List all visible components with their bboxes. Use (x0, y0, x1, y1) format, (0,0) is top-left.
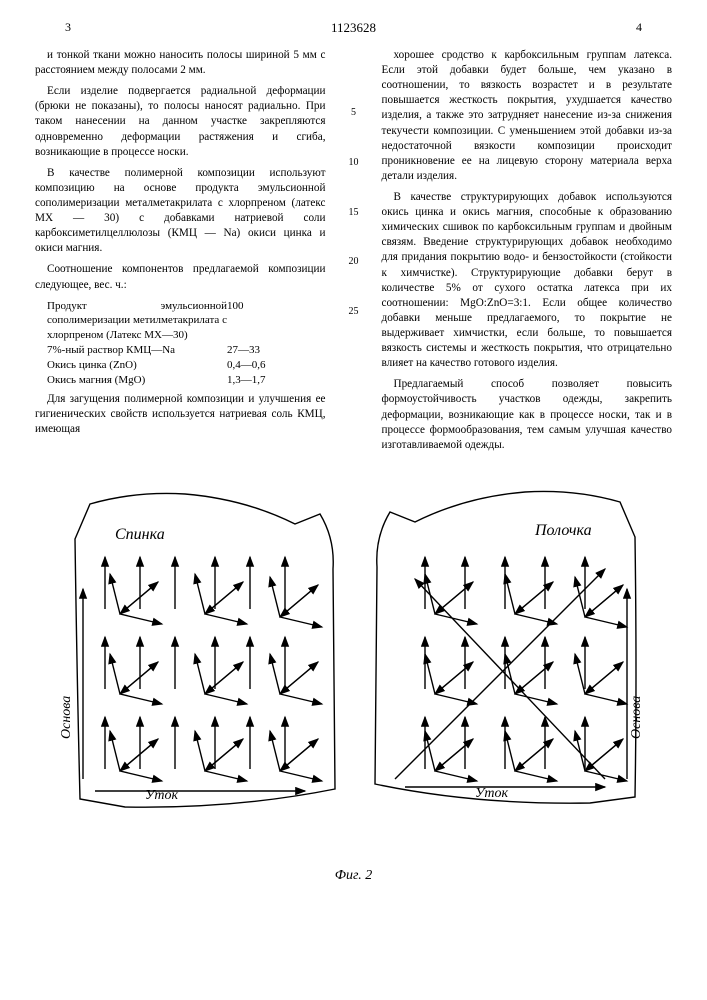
svg-text:Основа: Основа (629, 696, 644, 739)
paragraph: Предлагаемый способ позволяет повысить ф… (382, 377, 673, 453)
paragraph: Соотношение компонентов предлагаемой ком… (35, 262, 326, 292)
table-label: Продукт эмульсионной сополимеризации мет… (47, 299, 227, 344)
paragraph: и тонкой ткани можно наносить полосы шир… (35, 48, 326, 78)
patent-number: 1123628 (95, 20, 612, 36)
left-column: и тонкой ткани можно наносить полосы шир… (35, 48, 326, 459)
paragraph: Для загущения полимерной композиции и ул… (35, 392, 326, 437)
line-number: 5 (346, 106, 362, 120)
page-header: 3 1123628 4 (35, 20, 672, 36)
paragraph: В качестве структурирующих добавок испол… (382, 190, 673, 371)
figure-area: Спинка Основа Уток Полочка Основа Уток Фиг. 2 (35, 479, 672, 884)
page-number-left: 3 (65, 20, 95, 36)
svg-text:Основа: Основа (59, 696, 74, 739)
svg-text:Уток: Уток (145, 788, 179, 803)
table-value: 0,4—0,6 (227, 358, 287, 373)
figure-caption: Фиг. 2 (35, 868, 672, 884)
paragraph: хорошее сродство к карбоксильным группам… (382, 48, 673, 184)
table-value: 27—33 (227, 343, 287, 358)
svg-text:Спинка: Спинка (115, 526, 165, 543)
line-number: 15 (346, 206, 362, 220)
svg-text:Уток: Уток (475, 786, 509, 801)
paragraph: В качестве полимерной композиции использ… (35, 166, 326, 257)
table-value: 1,3—1,7 (227, 373, 287, 388)
table-label: Окись магния (MgO) (47, 373, 227, 388)
table-label: 7%-ный раствор КМЦ—Na (47, 343, 227, 358)
page-number-right: 4 (612, 20, 642, 36)
table-value: 100 (227, 299, 287, 344)
text-columns: и тонкой ткани можно наносить полосы шир… (35, 48, 672, 459)
line-number: 25 (346, 305, 362, 319)
table-label: Окись цинка (ZnO) (47, 358, 227, 373)
line-number: 20 (346, 255, 362, 269)
line-number: 10 (346, 156, 362, 170)
composition-table: Продукт эмульсионной сополимеризации мет… (47, 299, 326, 388)
svg-text:Полочка: Полочка (534, 522, 592, 539)
right-column: хорошее сродство к карбоксильным группам… (382, 48, 673, 459)
line-numbers: 5 10 15 20 25 (346, 48, 362, 459)
figure-diagram: Спинка Основа Уток Полочка Основа Уток (35, 479, 672, 859)
paragraph: Если изделие подвергается радиальной деф… (35, 84, 326, 160)
